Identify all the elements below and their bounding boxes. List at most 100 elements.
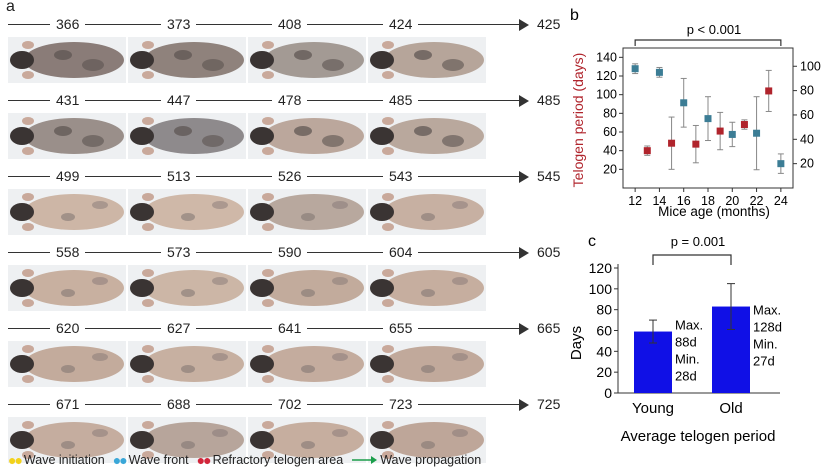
timeline-end-label: 605 — [537, 244, 561, 260]
bar-annotation: 28d — [675, 369, 697, 384]
timeline-axis: 671 688 702 723 — [8, 393, 533, 415]
mouse-photo — [248, 37, 366, 83]
data-point — [668, 139, 676, 147]
data-point — [655, 68, 663, 76]
data-point — [631, 65, 639, 73]
timeline-day-label: 373 — [161, 15, 197, 33]
mouse-photo — [368, 113, 486, 159]
y-left-tick-label: 20 — [603, 162, 617, 176]
mouse-photo — [128, 189, 246, 235]
data-point — [728, 130, 736, 138]
y-left-tick-label: 40 — [603, 144, 617, 158]
timeline-day-label: 485 — [383, 91, 419, 109]
mouse-photo — [248, 265, 366, 311]
panel-c-xlabel: Average telogen period — [621, 428, 776, 445]
data-point — [765, 87, 773, 95]
timeline-day-label: 366 — [50, 15, 86, 33]
mouse-photo — [128, 265, 246, 311]
mouse-photo — [368, 37, 486, 83]
data-point — [692, 140, 700, 148]
timeline-day-label: 655 — [383, 319, 419, 337]
timeline-line — [8, 404, 521, 406]
y-left-tick-label: 100 — [596, 88, 617, 102]
data-point — [643, 147, 651, 155]
x-tick-label: 22 — [750, 194, 764, 208]
timeline-line — [8, 100, 521, 102]
data-point — [680, 99, 688, 107]
timeline-row: 431 447 478 485 485 — [0, 89, 560, 165]
timeline-arrow-icon — [519, 247, 529, 259]
timeline-arrow-icon — [519, 19, 529, 31]
bar-annotation: 88d — [675, 335, 697, 350]
y-left-tick-label: 60 — [603, 125, 617, 139]
y-tick-label: 60 — [596, 323, 612, 339]
bar-annotation: 128d — [753, 320, 782, 335]
mouse-photo — [8, 417, 126, 463]
bar-annotation: Max. — [753, 303, 781, 318]
timeline-day-label: 526 — [272, 167, 308, 185]
timeline-axis: 558 573 590 604 — [8, 241, 533, 263]
timeline-line — [8, 176, 521, 178]
timeline-axis: 499 513 526 543 — [8, 165, 533, 187]
timeline-day-label: 543 — [383, 167, 419, 185]
timeline-day-label: 604 — [383, 243, 419, 261]
panel-b-xlabel: Mice age (months) — [658, 204, 770, 219]
timeline-day-label: 688 — [161, 395, 197, 413]
data-point — [716, 127, 724, 135]
timeline-end-label: 425 — [537, 16, 561, 32]
category-label: Young — [632, 400, 674, 417]
yellow-dots-icon: ●● — [8, 452, 23, 468]
timeline-axis: 431 447 478 485 — [8, 89, 533, 111]
timeline-day-label: 627 — [161, 319, 197, 337]
timeline-end-label: 665 — [537, 320, 561, 336]
panel-c-p-value: p = 0.001 — [671, 234, 726, 249]
timeline-end-label: 725 — [537, 396, 561, 412]
category-label: Old — [719, 400, 742, 417]
timeline-arrow-icon — [519, 323, 529, 335]
y-left-tick-label: 120 — [596, 69, 617, 83]
data-point — [704, 115, 712, 123]
timeline-end-label: 545 — [537, 168, 561, 184]
timeline-arrow-icon — [519, 399, 529, 411]
timeline-row: 499 513 526 543 545 — [0, 165, 560, 241]
y-tick-label: 20 — [596, 364, 612, 380]
panel-c-chart: c 0 20 40 60 80 100 120 Young Max. 88d Min. 28d Old M… — [568, 233, 782, 445]
legend-wave-propagation-label: Wave propagation — [380, 453, 482, 467]
mouse-photo — [8, 341, 126, 387]
x-tick-label: 14 — [652, 194, 666, 208]
timeline-line — [8, 24, 521, 26]
panel-c-significance-bracket — [652, 254, 732, 265]
timeline-day-label: 590 — [272, 243, 308, 261]
y-tick-label: 0 — [604, 385, 612, 401]
mouse-photo — [8, 37, 126, 83]
mouse-photo — [368, 189, 486, 235]
panel-b-significance-bracket — [634, 39, 782, 46]
timeline-row: 558 573 590 604 605 — [0, 241, 560, 317]
panel-b-ylabel-left: Telogen period (days) — [570, 53, 586, 188]
red-dots-icon: ●● — [196, 452, 212, 468]
data-point — [777, 160, 785, 168]
timeline-day-label: 431 — [50, 91, 86, 109]
timeline-line — [8, 252, 521, 254]
mouse-photo — [248, 341, 366, 387]
timeline-day-label: 573 — [161, 243, 197, 261]
y-right-tick-label: 40 — [800, 132, 814, 146]
legend-wave-front: ●● Wave front — [113, 452, 189, 468]
y-right-tick-label: 80 — [800, 84, 814, 98]
timeline-arrow-icon — [519, 171, 529, 183]
timeline-day-label: 702 — [272, 395, 308, 413]
y-left-tick-label: 80 — [603, 106, 617, 120]
timeline-day-label: 447 — [161, 91, 197, 109]
legend-refractory-label: Refractory telogen area — [212, 453, 344, 467]
bar-annotation: Min. — [753, 337, 778, 352]
mouse-photo — [248, 417, 366, 463]
y-right-tick-label: 20 — [800, 157, 814, 171]
bar-annotation: Max. — [675, 318, 703, 333]
green-arrow-icon — [352, 456, 378, 464]
timeline-row: 620 627 641 655 665 — [0, 317, 560, 393]
data-point — [753, 129, 761, 137]
timeline-day-label: 499 — [50, 167, 86, 185]
timeline-day-label: 723 — [383, 395, 419, 413]
panel-a-legend: ●● Wave initiation ●● Wave front ●● Refr… — [8, 452, 481, 468]
timeline-row: 671 688 702 723 725 — [0, 393, 560, 469]
